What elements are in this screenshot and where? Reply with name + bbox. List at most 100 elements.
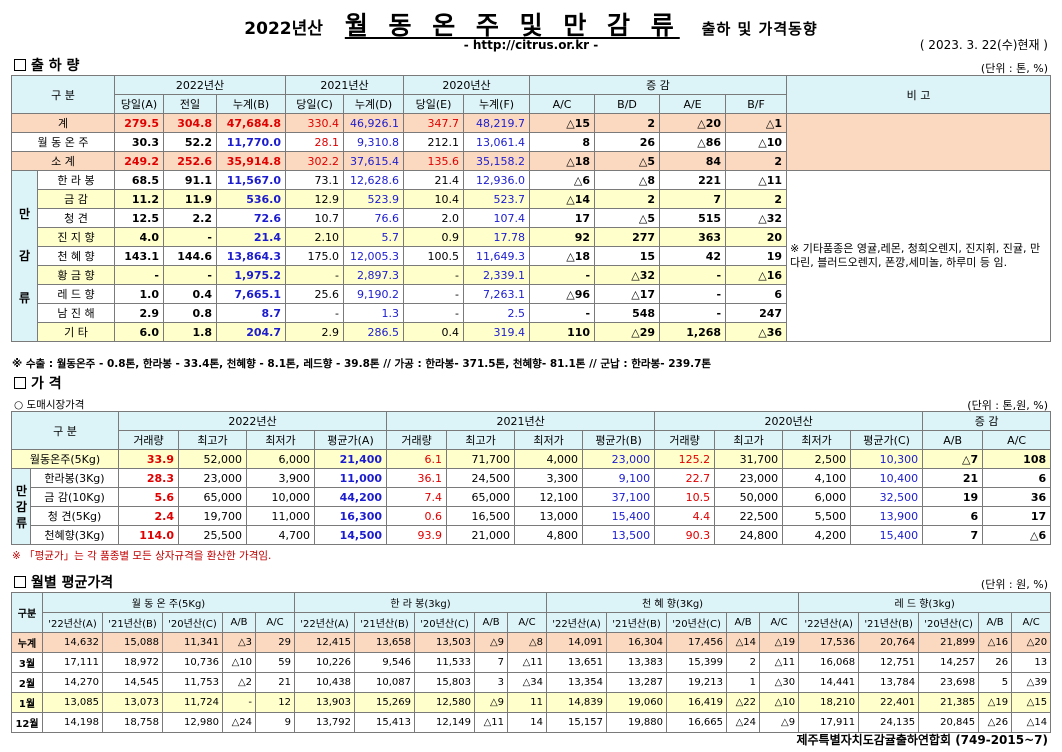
row-label: 레 드 향 <box>37 284 115 304</box>
value-cell: - <box>403 303 465 323</box>
value-cell: 5.7 <box>342 227 405 247</box>
value-cell: 9,546 <box>354 652 416 673</box>
value-cell: 252.6 <box>163 151 217 171</box>
value-cell: 175.0 <box>285 246 344 266</box>
row-label: 천혜향(3Kg) <box>30 525 119 545</box>
value-cell: 5.6 <box>118 487 179 507</box>
header-col: 평균가(C) <box>850 430 924 450</box>
value-cell: 15,803 <box>414 672 476 693</box>
value-cell: 6,000 <box>782 487 852 507</box>
value-cell: 13,287 <box>606 672 668 693</box>
header-row: 당일(A) 전일 누계(B) 당일(C) 누계(D) 당일(E) 누계(F) A/C B/D A/… <box>12 94 1051 114</box>
monthly-unit: (단위 : 원, %) <box>980 578 1048 591</box>
price-unit: (단위 : 톤,원, %) <box>967 399 1048 412</box>
header-2021: 2021년산 <box>386 411 656 431</box>
value-cell: 330.4 <box>285 113 344 133</box>
value-cell: - <box>529 265 596 285</box>
value-cell: 2,500 <box>782 449 852 469</box>
value-cell: 12.9 <box>285 189 344 209</box>
header-col: '20년산(C) <box>162 612 223 633</box>
header-col: 거래량 <box>654 430 716 450</box>
value-cell: - <box>222 692 256 713</box>
value-cell: 11,000 <box>313 468 388 488</box>
row-label: 금 감 <box>37 189 115 209</box>
value-cell: 319.4 <box>463 322 531 342</box>
value-cell: 33.9 <box>118 449 179 469</box>
value-cell: 6,000 <box>246 449 315 469</box>
value-cell: 6.1 <box>386 449 448 469</box>
value-cell: 3,900 <box>246 468 315 488</box>
value-cell: △24 <box>222 712 256 733</box>
value-cell: 68.5 <box>114 170 164 190</box>
value-cell: 90.3 <box>654 525 716 545</box>
value-cell: △32 <box>725 208 788 228</box>
row-label: 한 라 봉 <box>37 170 115 190</box>
header-col: A/C <box>507 612 548 633</box>
value-cell: - <box>285 303 344 323</box>
title-year: 2022년산 <box>244 19 323 39</box>
table-row: 천혜향(3Kg) 114.0 25,500 4,700 14,500 93.9 21,000… <box>12 525 1052 545</box>
value-cell: 9 <box>254 712 296 733</box>
price-section-title: 가 격 <box>14 373 62 393</box>
value-cell: 4.0 <box>114 227 164 247</box>
value-cell: 13,354 <box>546 672 608 693</box>
value-cell: △9 <box>759 712 800 733</box>
value-cell: 35,158.2 <box>463 151 531 171</box>
header-gubun: 구 분 <box>11 75 115 114</box>
header-group: 천 혜 향(3Kg) <box>546 592 800 613</box>
value-cell: △14 <box>726 632 761 653</box>
table-row: 12월 14,198 18,758 12,980 △24 9 13,792 15,413 12,… <box>11 712 1052 733</box>
value-cell: 15,413 <box>354 712 416 733</box>
header-col: '22년산(A) <box>42 612 103 633</box>
value-cell: △86 <box>659 132 727 152</box>
row-label: 진 지 향 <box>37 227 115 247</box>
remark-blank <box>786 113 1052 171</box>
value-cell: 6 <box>725 284 788 304</box>
value-cell: 13,500 <box>582 525 656 545</box>
value-cell: 24,800 <box>714 525 784 545</box>
value-cell: 2,339.1 <box>463 265 531 285</box>
value-cell: 52,000 <box>178 449 247 469</box>
header-col: '21년산(B) <box>858 612 920 633</box>
header-col: '20년산(C) <box>666 612 728 633</box>
value-cell: 36 <box>982 487 1052 507</box>
value-cell: 2.9 <box>285 322 344 342</box>
value-cell: 2.0 <box>403 208 465 228</box>
header-col: 누계(B) <box>216 94 286 114</box>
value-cell: 91.1 <box>163 170 217 190</box>
value-cell: 7 <box>474 652 509 673</box>
value-cell: 363 <box>659 227 727 247</box>
value-cell: - <box>403 265 465 285</box>
value-cell: 2.10 <box>285 227 344 247</box>
header-row: 거래량 최고가 최저가 평균가(A) 거래량 최고가 최저가 평균가(B) 거래량 최고가 최저가 평… <box>12 430 1052 450</box>
header-remark: 비 고 <box>786 75 1052 114</box>
value-cell: 3,300 <box>514 468 584 488</box>
value-cell: △7 <box>922 449 984 469</box>
row-label: 청 견 <box>37 208 115 228</box>
value-cell: 12,980 <box>162 712 223 733</box>
value-cell: 22,401 <box>858 692 920 713</box>
value-cell: 10,736 <box>162 652 223 673</box>
header-col: 당일(A) <box>114 94 164 114</box>
value-cell: 0.4 <box>163 284 217 304</box>
header-col: '22년산(A) <box>798 612 860 633</box>
value-cell: 11.2 <box>114 189 164 209</box>
row-label: 1월 <box>11 692 43 713</box>
header-gubun: 구분 <box>11 592 43 633</box>
value-cell: 12,580 <box>414 692 476 713</box>
row-label: 기 타 <box>37 322 115 342</box>
row-label: 12월 <box>11 712 43 733</box>
value-cell: 28.1 <box>285 132 344 152</box>
header-group: 월 동 온 주(5Kg) <box>41 592 296 613</box>
value-cell: 72.6 <box>216 208 286 228</box>
value-cell: 17.78 <box>463 227 531 247</box>
value-cell: 12,936.0 <box>463 170 531 190</box>
value-cell: △5 <box>594 208 661 228</box>
value-cell: 9,100 <box>582 468 656 488</box>
value-cell: 23,000 <box>582 449 656 469</box>
value-cell: 29 <box>254 632 296 653</box>
value-cell: 25.6 <box>285 284 344 304</box>
table-row: 금 감(10Kg) 5.6 65,000 10,000 44,200 7.4 65,000 1… <box>12 487 1052 507</box>
value-cell: △17 <box>594 284 661 304</box>
value-cell: 25,500 <box>178 525 247 545</box>
